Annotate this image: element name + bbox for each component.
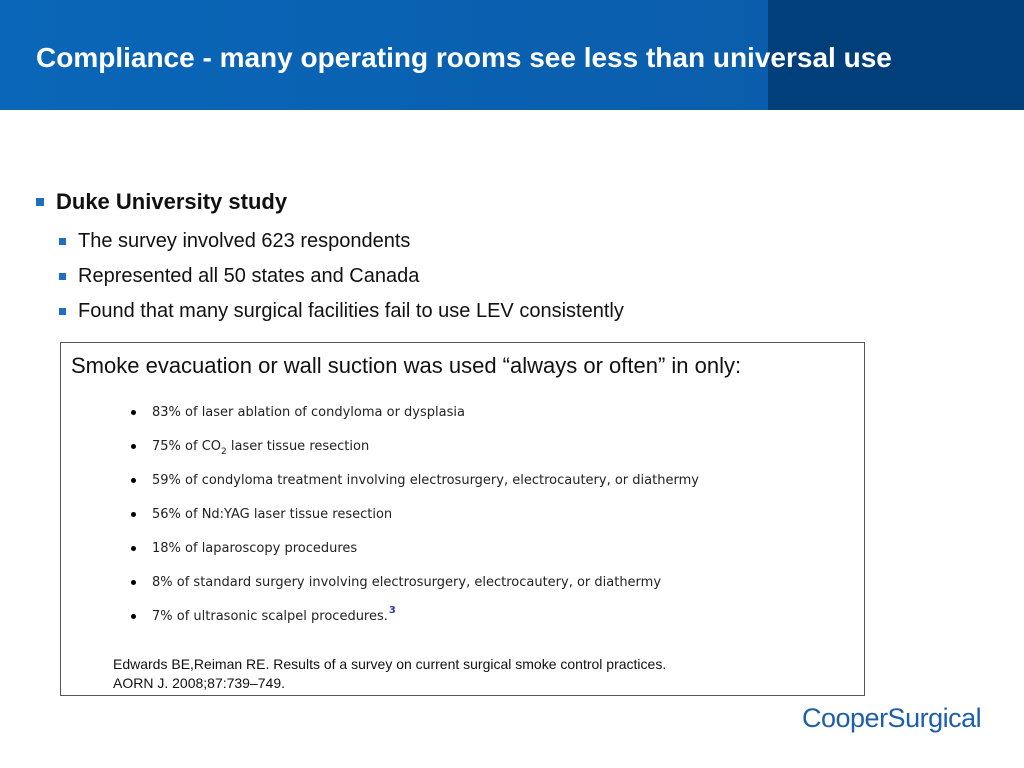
bullet-main: Duke University study bbox=[36, 186, 936, 218]
dot-bullet-icon bbox=[131, 443, 136, 449]
citation: Edwards BE,Reiman RE. Results of a surve… bbox=[113, 656, 667, 691]
dot-bullet-icon bbox=[131, 579, 136, 585]
sub-bullet-text: Represented all 50 states and Canada bbox=[78, 265, 420, 287]
box-heading: Smoke evacuation or wall suction was use… bbox=[71, 353, 742, 378]
sub-bullet-text: The survey involved 623 respondents bbox=[78, 230, 411, 252]
stat-text: 18% of laparoscopy procedures bbox=[152, 540, 358, 556]
stat-item: 18% of laparoscopy procedures bbox=[131, 531, 699, 565]
subscript: 2 bbox=[221, 446, 227, 457]
sub-bullet: Found that many surgical facilities fail… bbox=[59, 294, 936, 329]
bullet-list: Duke University study The survey involve… bbox=[36, 186, 936, 329]
stat-text: 59% of condyloma treatment involving ele… bbox=[152, 472, 699, 488]
square-bullet-icon bbox=[59, 273, 66, 280]
stat-item: 59% of condyloma treatment involving ele… bbox=[131, 463, 699, 497]
dot-bullet-icon bbox=[131, 477, 136, 483]
logo-text: CooperSurgical bbox=[802, 703, 981, 733]
reference-number: 3 bbox=[388, 604, 396, 616]
title-bar-accent bbox=[768, 0, 1024, 110]
sub-bullet: Represented all 50 states and Canada bbox=[59, 259, 936, 294]
stat-item: 7% of ultrasonic scalpel procedures.3 bbox=[131, 599, 699, 633]
stat-item: 75% of CO2 laser tissue resection bbox=[131, 429, 699, 463]
square-bullet-icon bbox=[36, 198, 44, 206]
survey-results-box: Smoke evacuation or wall suction was use… bbox=[60, 342, 865, 696]
dot-bullet-icon bbox=[131, 409, 136, 415]
bullet-main-text: Duke University study bbox=[56, 189, 288, 214]
sub-bullet-text: Found that many surgical facilities fail… bbox=[78, 300, 624, 322]
dot-bullet-icon bbox=[131, 545, 136, 551]
square-bullet-icon bbox=[59, 238, 66, 245]
stats-list: 83% of laser ablation of condyloma or dy… bbox=[131, 395, 699, 633]
stat-text: 75% of CO2 laser tissue resection bbox=[152, 438, 370, 457]
stat-item: 83% of laser ablation of condyloma or dy… bbox=[131, 395, 699, 429]
stat-text: 56% of Nd:YAG laser tissue resection bbox=[152, 506, 393, 522]
stat-item: 8% of standard surgery involving electro… bbox=[131, 565, 699, 599]
stat-text: 83% of laser ablation of condyloma or dy… bbox=[152, 404, 465, 420]
sub-bullet: The survey involved 623 respondents bbox=[59, 224, 936, 259]
stat-item: 56% of Nd:YAG laser tissue resection bbox=[131, 497, 699, 531]
dot-bullet-icon bbox=[131, 613, 136, 619]
stat-text: 7% of ultrasonic scalpel procedures.3 bbox=[152, 604, 396, 624]
title-bar: Compliance - many operating rooms see le… bbox=[0, 0, 1024, 110]
square-bullet-icon bbox=[59, 308, 66, 315]
dot-bullet-icon bbox=[131, 511, 136, 517]
coopersurgical-logo: CooperSurgical bbox=[800, 700, 992, 736]
slide-title: Compliance - many operating rooms see le… bbox=[36, 42, 892, 73]
sub-bullet-list: The survey involved 623 respondents Repr… bbox=[36, 224, 936, 329]
stat-text: 8% of standard surgery involving electro… bbox=[152, 574, 662, 590]
